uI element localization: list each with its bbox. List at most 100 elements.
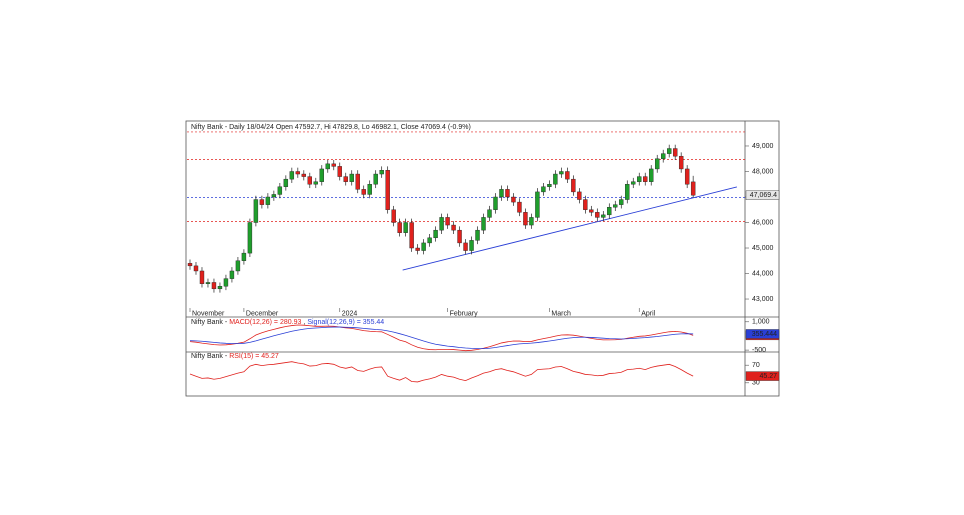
legend-entry: MACD(12,26) = 280.93 (229, 319, 301, 326)
candle-body (511, 196, 516, 203)
candle-body (655, 158, 660, 170)
y-tick-label: 48,000 (752, 168, 774, 175)
candle-body (559, 171, 564, 175)
panel-title: Nifty Bank - MACD(12,26) = 280.93, Signal(… (191, 319, 384, 326)
series-line (189, 361, 694, 383)
candle-body (331, 163, 336, 167)
candle-body (343, 176, 348, 182)
x-tick-label: March (551, 310, 571, 317)
candle-body (547, 184, 552, 187)
candle-body (541, 186, 546, 193)
candle-body (301, 173, 307, 177)
candle-body (613, 204, 618, 208)
candle-body (205, 282, 211, 284)
candle-body (409, 222, 414, 249)
panel-title: Nifty Bank - RSI(15) = 45.27 (191, 353, 279, 360)
value-box (745, 329, 780, 339)
candle-body (397, 222, 402, 233)
candle-body (337, 166, 342, 177)
candle-body (619, 199, 624, 205)
candle-body (373, 173, 378, 185)
candle-body (211, 282, 217, 290)
value-box-label: 47,069.4 (750, 192, 777, 199)
candle-body (661, 153, 666, 159)
separator: , (303, 319, 305, 326)
candle-body (355, 173, 360, 190)
panel-title-prefix: Nifty Bank - (191, 319, 228, 326)
candle-body (187, 263, 193, 267)
panel-title-prefix: Nifty Bank - (191, 353, 228, 360)
series-line (189, 324, 694, 352)
value-box (745, 190, 780, 200)
y-tick-label: 44,000 (752, 270, 774, 277)
candle-body (463, 242, 468, 251)
candle-body (253, 199, 259, 223)
candle-body (223, 278, 229, 287)
candle-body (385, 170, 390, 210)
candle-body (565, 171, 570, 180)
candle-body (325, 163, 330, 170)
candle-body (481, 217, 486, 231)
candle-body (193, 265, 199, 272)
legend-entry: RSI(15) = 45.27 (229, 353, 279, 360)
y-tick-label: 30 (752, 380, 760, 387)
candle-body (571, 178, 576, 193)
y-tick-label: 70 (752, 362, 760, 369)
candle-body (523, 212, 528, 226)
candle-body (457, 229, 462, 244)
candle-body (631, 181, 636, 185)
candle-body (265, 196, 271, 205)
candle-body (475, 229, 480, 241)
legend-entry: Signal(12,26,9) = 355.44 (307, 319, 384, 326)
candle-body (379, 170, 384, 175)
candle-body (690, 181, 696, 196)
candle-body (427, 237, 432, 244)
candle-body (277, 186, 283, 195)
candle-body (505, 189, 510, 198)
candle-body (391, 209, 396, 223)
candle-body (607, 206, 612, 216)
candle-body (361, 189, 366, 195)
candle-body (667, 148, 672, 154)
candle-body (469, 240, 474, 251)
candle-body (229, 270, 235, 279)
value-box-label: 355.444 (752, 331, 777, 338)
chart-title: Nifty Bank - Daily 18/04/24 Open 47592.7… (191, 124, 471, 131)
candle-body (415, 247, 420, 251)
x-tick-label: December (246, 310, 279, 317)
candle-body (643, 176, 648, 182)
candle-body (403, 222, 408, 233)
candle-body (367, 184, 372, 195)
candle-body (289, 171, 295, 180)
candle-body (217, 286, 223, 290)
x-tick-label: 2024 (342, 310, 358, 317)
chart-frame (185, 120, 780, 397)
candle-body (553, 173, 558, 185)
candle-body (487, 209, 492, 218)
series-line (189, 326, 694, 349)
candle-body (271, 194, 277, 198)
candle-body (295, 171, 301, 175)
y-tick-label: 46,000 (752, 219, 774, 226)
y-tick-label: -500 (752, 347, 766, 354)
y-tick-label: 49,000 (752, 143, 774, 150)
candle-body (625, 184, 630, 200)
candle-body (589, 209, 594, 213)
x-tick-label: February (450, 310, 479, 317)
candle-body (247, 222, 253, 254)
candle-body (637, 176, 642, 182)
trend-line (402, 186, 737, 271)
value-box-label: 45.27 (759, 373, 777, 380)
candle-body (349, 173, 354, 182)
candle-body (583, 199, 588, 210)
candle-body (313, 181, 318, 185)
candle-body (241, 252, 247, 261)
x-tick-label: April (641, 310, 655, 317)
candle-body (307, 176, 312, 185)
candle-body (493, 196, 498, 210)
candle-body (421, 242, 426, 251)
y-tick-label: 43,000 (752, 296, 774, 303)
candle-body (445, 217, 450, 226)
candle-body (517, 201, 522, 213)
